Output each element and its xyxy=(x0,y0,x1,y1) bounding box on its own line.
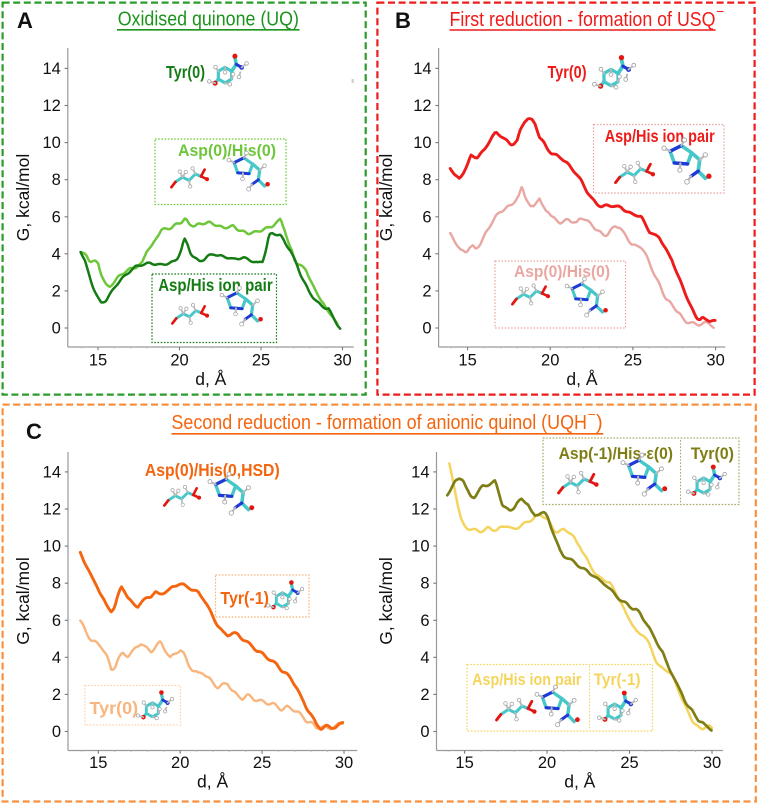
svg-text:G, kcal/mol: G, kcal/mol xyxy=(376,557,396,645)
svg-text:8: 8 xyxy=(52,171,61,189)
svg-text:Asp(0)/His(0,HSD): Asp(0)/His(0,HSD) xyxy=(145,460,280,480)
svg-text:14: 14 xyxy=(43,463,61,481)
svg-text:20: 20 xyxy=(541,352,559,370)
svg-text:20: 20 xyxy=(170,352,188,370)
svg-text:Tyr(0): Tyr(0) xyxy=(90,698,139,718)
svg-text:6: 6 xyxy=(52,208,61,226)
svg-text:4: 4 xyxy=(422,245,431,263)
svg-text:Asp(0)/His(0): Asp(0)/His(0) xyxy=(514,263,610,281)
svg-text:Asp(-1)/His-ε(0): Asp(-1)/His-ε(0) xyxy=(559,445,673,463)
svg-text:6: 6 xyxy=(422,208,431,226)
svg-text:8: 8 xyxy=(52,575,61,593)
svg-text:20: 20 xyxy=(171,754,189,772)
svg-text:0: 0 xyxy=(420,723,429,741)
svg-text:12: 12 xyxy=(42,97,60,115)
svg-text:d, Å: d, Å xyxy=(566,369,597,389)
svg-text:0: 0 xyxy=(52,320,61,338)
svg-text:12: 12 xyxy=(413,97,431,115)
svg-text:15: 15 xyxy=(455,754,473,772)
svg-text:d, Å: d, Å xyxy=(564,772,595,792)
svg-text:Asp/His ion pair: Asp/His ion pair xyxy=(605,126,715,146)
svg-text:20: 20 xyxy=(538,754,556,772)
svg-text:10: 10 xyxy=(413,134,431,152)
svg-text:2: 2 xyxy=(420,686,429,704)
svg-text:15: 15 xyxy=(89,352,107,370)
svg-text:−: − xyxy=(588,406,596,422)
svg-text:15: 15 xyxy=(458,352,476,370)
svg-text:14: 14 xyxy=(411,463,429,481)
svg-text:4: 4 xyxy=(420,649,429,667)
svg-text:C: C xyxy=(26,419,42,444)
svg-text:6: 6 xyxy=(52,612,61,630)
svg-text:Asp(0)/His(0): Asp(0)/His(0) xyxy=(178,142,276,160)
svg-text:6: 6 xyxy=(420,612,429,630)
svg-text:10: 10 xyxy=(411,538,429,556)
svg-text:2: 2 xyxy=(52,282,61,300)
svg-text:B: B xyxy=(395,8,411,33)
svg-text:12: 12 xyxy=(43,501,61,519)
svg-text:25: 25 xyxy=(624,352,642,370)
svg-text:Tyr(0): Tyr(0) xyxy=(166,62,205,82)
svg-text:G, kcal/mol: G, kcal/mol xyxy=(13,557,33,645)
svg-text:30: 30 xyxy=(335,754,353,772)
svg-text:14: 14 xyxy=(413,60,431,78)
svg-text:4: 4 xyxy=(52,649,61,667)
svg-text:30: 30 xyxy=(333,352,351,370)
svg-text:Tyr(-1): Tyr(-1) xyxy=(594,671,641,689)
svg-text:30: 30 xyxy=(703,754,721,772)
svg-text:Asp/His ion pair: Asp/His ion pair xyxy=(158,275,273,295)
svg-text:−: − xyxy=(716,3,724,19)
svg-text:12: 12 xyxy=(411,501,429,519)
svg-text:10: 10 xyxy=(42,134,60,152)
svg-text:G, kcal/mol: G, kcal/mol xyxy=(13,154,33,242)
svg-text:10: 10 xyxy=(43,538,61,556)
svg-text:25: 25 xyxy=(252,352,270,370)
svg-text:25: 25 xyxy=(253,754,271,772)
svg-text:8: 8 xyxy=(420,575,429,593)
svg-text:0: 0 xyxy=(422,320,431,338)
svg-text:Tyr(-1): Tyr(-1) xyxy=(220,588,269,608)
svg-text:A: A xyxy=(17,8,33,33)
svg-text:30: 30 xyxy=(706,352,724,370)
svg-text:First reduction - formation of: First reduction - formation of USQ xyxy=(450,9,716,31)
svg-text:2: 2 xyxy=(52,686,61,704)
svg-text:G, kcal/mol: G, kcal/mol xyxy=(376,154,396,242)
svg-text:): ) xyxy=(596,412,603,434)
svg-text:0: 0 xyxy=(52,723,61,741)
svg-text:15: 15 xyxy=(89,754,107,772)
svg-text:4: 4 xyxy=(52,245,61,263)
svg-text:Oxidised quinone (UQ): Oxidised quinone (UQ) xyxy=(118,9,299,31)
svg-text:Tyr(0): Tyr(0) xyxy=(691,445,734,463)
svg-text:Asp/His ion pair: Asp/His ion pair xyxy=(472,671,582,689)
svg-text:d, Å: d, Å xyxy=(195,369,226,389)
svg-text:d, Å: d, Å xyxy=(197,772,228,792)
svg-text:8: 8 xyxy=(422,171,431,189)
svg-text:25: 25 xyxy=(620,754,638,772)
svg-text:14: 14 xyxy=(42,60,60,78)
svg-text:2: 2 xyxy=(422,282,431,300)
svg-text:Second reduction - formation o: Second reduction - formation of anionic … xyxy=(171,412,587,434)
svg-text:Tyr(0): Tyr(0) xyxy=(548,62,587,82)
